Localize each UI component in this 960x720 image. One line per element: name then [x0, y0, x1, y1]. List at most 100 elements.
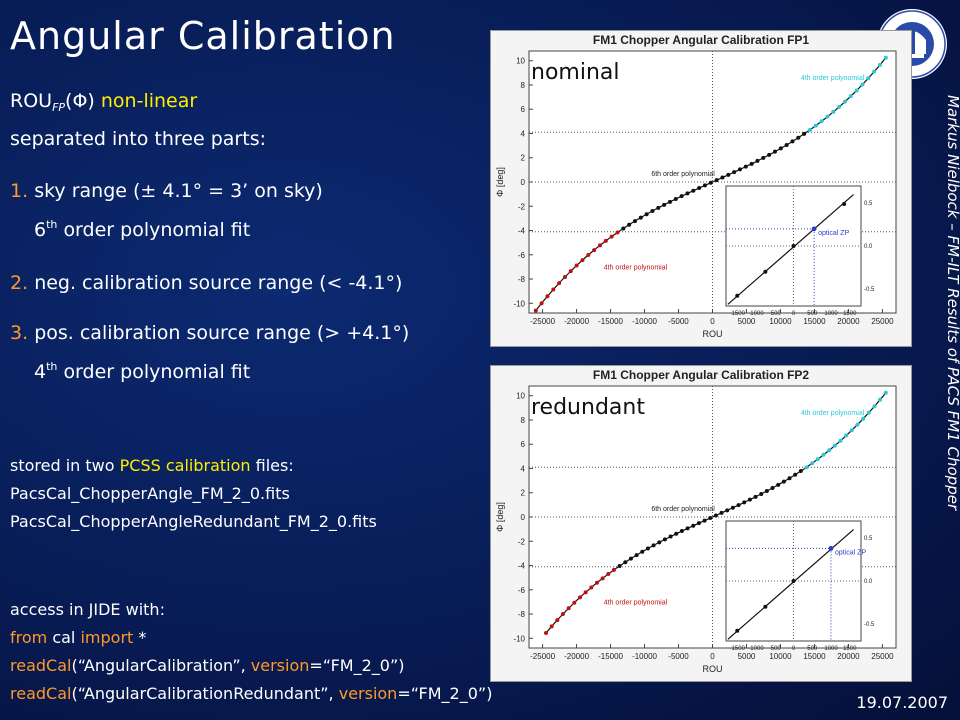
data-point	[767, 152, 772, 157]
item-3-text: pos. calibration source range (> +4.1°)	[34, 322, 410, 344]
data-point	[651, 543, 656, 548]
y-tick-label: -4	[518, 562, 526, 571]
data-point	[742, 500, 747, 505]
data-point	[872, 404, 877, 409]
data-point	[583, 590, 588, 595]
nonlinear-text: non-linear	[100, 90, 198, 112]
data-point	[708, 516, 713, 521]
data-point	[702, 183, 707, 188]
stored-line: stored in two PCSS calibration files:	[10, 456, 294, 475]
inset-x-tick-label: 1000	[824, 646, 838, 652]
inset-zp-label: optical ZP	[835, 549, 866, 556]
data-point	[617, 563, 622, 568]
inset-x-tick-label: -500	[769, 311, 782, 317]
x-tick-label: -10000	[632, 652, 657, 661]
y-tick-label: 0	[521, 178, 526, 187]
data-point	[634, 553, 639, 558]
code-2-kw: version	[250, 656, 310, 675]
data-point	[842, 99, 847, 104]
data-point	[611, 567, 616, 572]
data-point	[753, 494, 758, 499]
rou-subscript: FP	[52, 101, 66, 114]
data-point	[574, 263, 579, 268]
code-cal: cal	[52, 628, 76, 647]
y-tick-label: -10	[513, 634, 525, 643]
data-point	[821, 452, 826, 457]
annotation-4th-lower: 4th order polynomial	[604, 599, 668, 606]
data-point	[807, 127, 812, 132]
data-point	[855, 422, 860, 427]
page-title: Angular Calibration	[10, 14, 396, 58]
data-point	[674, 531, 679, 536]
data-point	[883, 55, 888, 60]
data-point	[860, 82, 865, 87]
data-point	[878, 397, 883, 402]
data-point	[551, 287, 556, 292]
code-2-arg: (“AngularCalibration”,	[71, 656, 246, 675]
x-tick-label: 0	[710, 652, 715, 661]
stored-calibration: calibration	[165, 456, 251, 475]
data-point	[650, 208, 655, 213]
data-point	[737, 167, 742, 172]
overlay-label: nominal	[531, 60, 619, 85]
inset-point	[763, 269, 768, 274]
x-tick-label: 10000	[769, 317, 792, 326]
item-1-number: 1.	[10, 180, 29, 202]
x-tick-label: -20000	[564, 317, 589, 326]
file-2: PacsCal_ChopperAngleRedundant_FM_2_0.fit…	[10, 512, 377, 531]
data-point	[848, 94, 853, 99]
inset-y-tick-label: 0.0	[864, 244, 873, 250]
data-point	[743, 164, 748, 169]
inset-x-tick-label: -1000	[748, 646, 764, 652]
data-point	[714, 178, 719, 183]
y-tick-label: -8	[518, 275, 526, 284]
x-tick-label: -5000	[668, 652, 689, 661]
stored-post: files:	[255, 456, 294, 475]
data-point	[657, 540, 662, 545]
item-1: 1. sky range (± 4.1° = 3’ on sky)	[10, 180, 323, 202]
data-point	[662, 202, 667, 207]
data-point	[679, 529, 684, 534]
data-point	[592, 248, 597, 253]
data-point	[640, 549, 645, 554]
data-point	[854, 88, 859, 93]
data-point	[543, 630, 548, 635]
data-point	[720, 175, 725, 180]
inset-point	[791, 579, 796, 583]
x-tick-label: 25000	[871, 652, 894, 661]
chart-title: FM1 Chopper Angular Calibration FP2	[593, 368, 810, 382]
code-line-1: from cal import *	[10, 628, 146, 647]
data-point	[638, 215, 643, 220]
date-label: 19.07.2007	[856, 693, 948, 712]
data-point	[667, 199, 672, 204]
y-tick-label: 10	[516, 392, 525, 401]
data-point	[804, 465, 809, 470]
data-point	[776, 482, 781, 487]
data-point	[645, 546, 650, 551]
data-point	[872, 69, 877, 74]
y-tick-label: -4	[518, 227, 526, 236]
overlay-label: redundant	[531, 395, 645, 420]
item-3-number: 3.	[10, 322, 29, 344]
data-point	[764, 489, 769, 494]
y-tick-label: 8	[521, 416, 526, 425]
data-point	[555, 618, 560, 623]
data-point	[761, 155, 766, 160]
data-point	[883, 390, 888, 395]
x-tick-label: -20000	[564, 652, 589, 661]
y-tick-label: -6	[518, 586, 526, 595]
inset-x-tick-label: 1500	[843, 646, 857, 652]
chart-fp2: FM1 Chopper Angular Calibration FP2 -10 -8…	[495, 368, 897, 674]
inset-point	[763, 604, 768, 609]
inset-zp-label: optical ZP	[818, 230, 849, 237]
inset-x-tick-label: 0	[792, 646, 796, 652]
data-point	[557, 281, 562, 286]
data-point	[696, 521, 701, 526]
item-3-fit: 4th order polynomial fit	[34, 360, 250, 383]
code-line-2: readCal(“AngularCalibration”, version=“F…	[10, 656, 405, 675]
x-tick-label: -10000	[632, 317, 657, 326]
item-1-fit-text: order polynomial fit	[63, 219, 251, 241]
inset-x-tick-label: 500	[807, 646, 818, 652]
data-point	[866, 76, 871, 81]
item-3: 3. pos. calibration source range (> +4.1…	[10, 322, 409, 344]
